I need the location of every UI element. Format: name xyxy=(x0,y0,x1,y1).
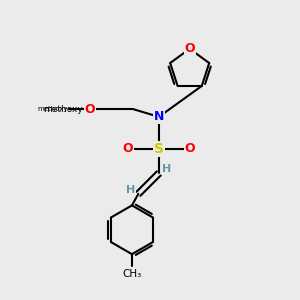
Text: S: S xyxy=(154,142,164,156)
Text: H: H xyxy=(126,185,135,195)
Text: O: O xyxy=(84,103,95,116)
Text: CH₃: CH₃ xyxy=(122,269,142,279)
Text: H: H xyxy=(162,164,171,175)
Text: methoxy: methoxy xyxy=(37,106,68,112)
Text: O: O xyxy=(123,142,134,155)
Text: methoxy: methoxy xyxy=(44,105,83,114)
Text: N: N xyxy=(154,110,164,123)
Text: O: O xyxy=(184,42,195,55)
Text: O: O xyxy=(184,142,195,155)
